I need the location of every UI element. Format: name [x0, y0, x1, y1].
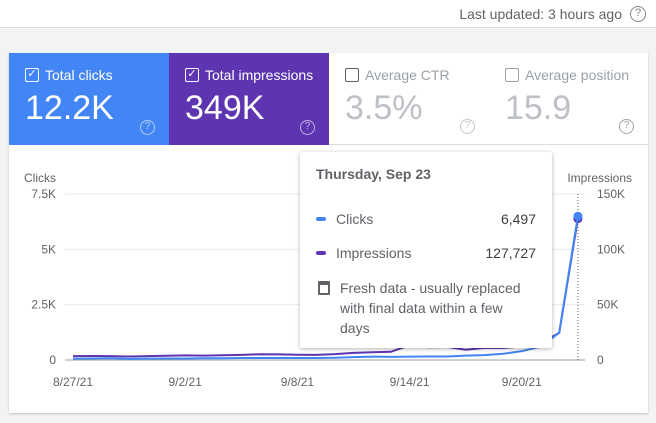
- left-tick-label: 0: [49, 353, 56, 367]
- x-tick-label: 9/8/21: [281, 375, 315, 389]
- card-label: Average CTR: [365, 67, 450, 83]
- calendar-icon: [318, 281, 330, 295]
- help-icon[interactable]: ?: [460, 119, 475, 134]
- checkbox-icon[interactable]: [505, 68, 519, 82]
- card-label: Total impressions: [205, 67, 314, 83]
- help-icon[interactable]: ?: [140, 120, 155, 135]
- checkbox-icon[interactable]: [345, 68, 359, 82]
- tooltip-value: 127,727: [485, 245, 536, 261]
- left-axis-label: Clicks: [24, 171, 56, 185]
- card-value: 3.5%: [345, 89, 423, 127]
- card-value: 15.9: [505, 89, 572, 127]
- checkbox-checked-icon[interactable]: ✓: [25, 68, 39, 82]
- card-value: 12.2K: [25, 89, 114, 127]
- x-tick-label: 9/14/21: [390, 375, 430, 389]
- left-tick-label: 7.5K: [31, 187, 56, 201]
- tooltip-name: Impressions: [336, 245, 412, 261]
- clicks-swatch-icon: [316, 217, 326, 221]
- fresh-data-note: Fresh data - usually replaced with final…: [340, 280, 521, 336]
- left-tick-label: 5K: [41, 242, 56, 256]
- top-bar: Last updated: 3 hours ago ?: [0, 0, 656, 28]
- clicks-point: [573, 211, 583, 221]
- clicks-line: [72, 216, 579, 360]
- card-average-ctr[interactable]: Average CTR 3.5% ?: [329, 53, 489, 145]
- tooltip-value: 6,497: [500, 211, 536, 227]
- help-icon[interactable]: ?: [619, 119, 634, 134]
- x-tick-label: 9/20/21: [502, 375, 542, 389]
- left-tick-label: 2.5K: [31, 298, 56, 312]
- checkbox-checked-icon[interactable]: ✓: [185, 68, 199, 82]
- tooltip-row-impressions: Impressions 127,727: [316, 236, 536, 270]
- tooltip-row-clicks: Clicks 6,497: [316, 202, 536, 236]
- help-icon[interactable]: ?: [300, 120, 315, 135]
- right-axis-label: Impressions: [567, 171, 632, 185]
- tooltip-date: Thursday, Sep 23: [316, 166, 431, 182]
- x-tick-label: 9/2/21: [169, 375, 203, 389]
- right-tick-label: 100K: [597, 242, 625, 256]
- last-updated: Last updated: 3 hours ago: [459, 6, 622, 22]
- card-total-clicks[interactable]: ✓ Total clicks 12.2K ?: [9, 53, 169, 145]
- help-icon[interactable]: ?: [630, 6, 646, 22]
- card-value: 349K: [185, 89, 265, 127]
- card-total-impressions[interactable]: ✓ Total impressions 349K ?: [169, 53, 329, 145]
- chart-tooltip: Thursday, Sep 23 Clicks 6,497 Impressions…: [300, 152, 552, 348]
- right-tick-label: 50K: [597, 298, 618, 312]
- impressions-swatch-icon: [316, 251, 326, 255]
- card-label: Total clicks: [45, 67, 113, 83]
- card-average-position[interactable]: Average position 15.9 ?: [489, 53, 648, 145]
- right-tick-label: 150K: [597, 187, 625, 201]
- right-tick-label: 0: [597, 353, 604, 367]
- x-tick-label: 8/27/21: [53, 375, 93, 389]
- card-label: Average position: [525, 67, 630, 83]
- tooltip-name: Clicks: [336, 211, 374, 227]
